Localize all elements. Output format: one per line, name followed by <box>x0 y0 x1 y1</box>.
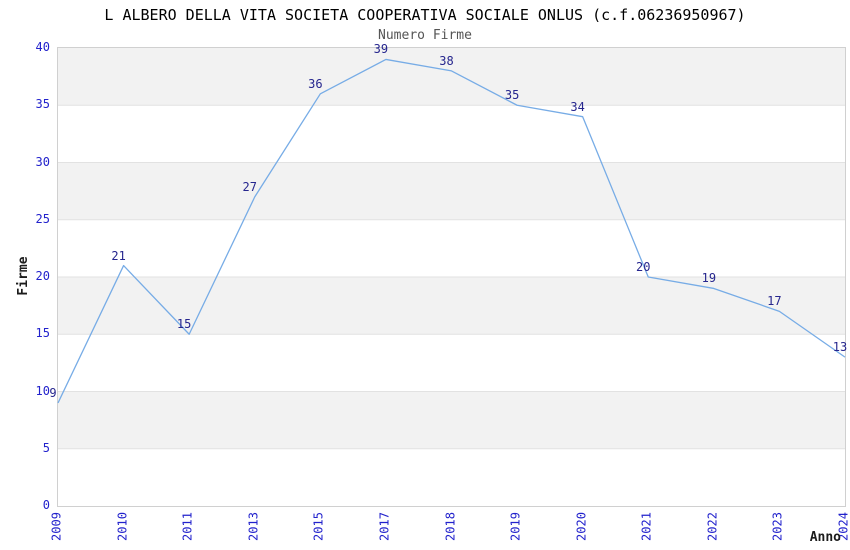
data-point-label: 39 <box>373 42 389 57</box>
y-tick-label: 20 <box>35 269 50 283</box>
x-tick-label: 2017 <box>377 512 392 541</box>
data-point-label: 17 <box>767 294 782 309</box>
plot-area <box>57 47 846 507</box>
data-point-label: 34 <box>570 99 585 114</box>
x-tick-label: 2011 <box>180 512 195 541</box>
y-tick-label: 35 <box>35 97 50 112</box>
x-tick-label: 2022 <box>705 512 720 541</box>
x-tick-label: 2021 <box>639 512 654 541</box>
data-point-label: 38 <box>439 53 454 68</box>
data-point-label: 19 <box>701 271 717 286</box>
data-point-label: 9 <box>49 385 57 400</box>
x-tick-label: 2013 <box>246 512 261 541</box>
x-tick-label: 2015 <box>311 512 326 541</box>
chart-title: L ALBERO DELLA VITA SOCIETA COOPERATIVA … <box>104 6 746 24</box>
x-tick-label: 2019 <box>508 512 523 541</box>
y-tick-label: 15 <box>35 326 50 341</box>
data-point-label: 21 <box>111 248 126 263</box>
y-tick-label: 40 <box>35 40 50 54</box>
data-point-label: 36 <box>308 76 323 91</box>
line-series-svg <box>57 58 846 450</box>
chart-subtitle: Numero Firme <box>378 28 472 43</box>
x-tick-label: 2009 <box>49 512 64 541</box>
data-point-label: 35 <box>504 88 520 103</box>
x-tick-label: 2010 <box>115 512 130 541</box>
data-point-label: 15 <box>176 317 192 332</box>
y-tick-label: 25 <box>35 211 50 226</box>
y-tick-label: 10 <box>35 383 50 398</box>
y-tick-label: 5 <box>42 440 50 455</box>
x-tick-label: 2018 <box>443 512 457 541</box>
x-tick-label: 2023 <box>770 512 785 541</box>
data-point-label: 27 <box>242 179 257 194</box>
series-line <box>57 58 846 404</box>
x-axis-label: Anno <box>809 530 841 545</box>
data-point-label: 13 <box>832 340 848 355</box>
data-point-label: 20 <box>636 260 651 274</box>
y-tick-label: 30 <box>35 154 50 169</box>
y-tick-label: 0 <box>42 498 50 512</box>
x-tick-label: 2020 <box>574 512 589 541</box>
